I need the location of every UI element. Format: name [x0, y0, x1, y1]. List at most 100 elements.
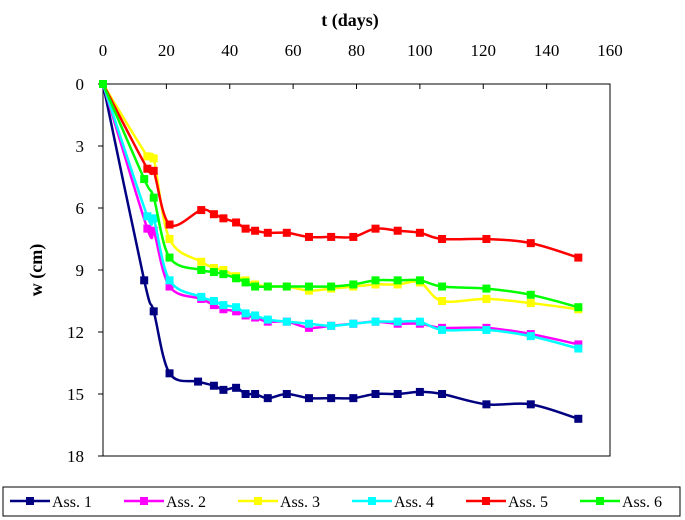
legend-swatch-marker	[368, 497, 376, 505]
legend-item: Ass. 5	[466, 494, 548, 511]
data-point	[219, 385, 228, 394]
series-line	[101, 83, 579, 309]
data-point	[209, 381, 218, 390]
data-point	[197, 266, 206, 274]
data-point	[149, 154, 158, 163]
data-point	[393, 317, 402, 326]
y-tick-label: 18	[67, 447, 84, 466]
data-point	[349, 394, 358, 403]
data-point	[393, 280, 402, 289]
data-point	[263, 394, 272, 403]
data-point	[149, 214, 158, 223]
data-point	[143, 212, 152, 221]
data-point	[282, 282, 291, 291]
data-point	[526, 299, 535, 308]
data-point	[165, 253, 174, 262]
series-layer	[99, 80, 583, 423]
x-tick-label: 0	[99, 41, 108, 60]
series-line	[101, 83, 579, 346]
data-point	[349, 319, 358, 328]
legend-item: Ass. 4	[352, 494, 434, 511]
y-tick-label: 9	[76, 261, 85, 280]
data-point	[197, 206, 206, 215]
data-point	[143, 164, 152, 173]
data-point	[438, 325, 447, 334]
data-point	[482, 325, 491, 334]
legend-swatch-marker	[140, 497, 148, 505]
data-point	[304, 323, 313, 332]
data-point	[371, 276, 380, 285]
data-point	[165, 220, 174, 229]
data-point	[438, 235, 447, 243]
data-point	[232, 383, 241, 392]
data-point	[232, 218, 241, 227]
data-point	[415, 276, 424, 285]
x-tick-label: 20	[158, 41, 175, 60]
data-point	[197, 292, 206, 301]
data-point	[143, 152, 152, 161]
data-point	[526, 239, 535, 248]
series-5	[99, 80, 583, 262]
legend-label: Ass. 4	[394, 494, 434, 511]
data-point	[241, 278, 250, 287]
data-point	[438, 282, 447, 291]
series-line	[101, 83, 579, 259]
data-point	[143, 224, 152, 233]
series-1	[99, 80, 583, 423]
x-tick-label: 120	[471, 41, 497, 60]
data-point	[197, 257, 206, 266]
data-point	[209, 268, 218, 277]
series-line	[101, 83, 579, 420]
data-point	[327, 232, 336, 241]
y-tick-label: 15	[67, 385, 84, 404]
data-point	[327, 394, 336, 403]
y-tick-label: 12	[67, 323, 84, 342]
data-point	[209, 301, 218, 310]
legend-item: Ass. 1	[10, 494, 92, 511]
data-point	[209, 210, 218, 219]
data-point	[371, 317, 380, 326]
data-point	[574, 303, 583, 312]
data-point	[349, 232, 358, 241]
data-point	[241, 309, 250, 318]
data-point	[282, 317, 291, 326]
data-point	[251, 282, 260, 291]
legend: Ass. 1 Ass. 2 Ass. 3 Ass. 4 Ass. 5 Ass. 6	[10, 494, 662, 511]
data-point	[304, 319, 313, 328]
y-tick-label: 3	[76, 137, 85, 156]
data-point	[282, 390, 291, 398]
data-point	[304, 232, 313, 241]
data-point	[149, 166, 158, 175]
data-point	[140, 276, 149, 285]
data-point	[232, 307, 241, 316]
legend-swatch-marker	[482, 497, 490, 505]
data-point	[371, 224, 380, 233]
legend-item: Ass. 6	[580, 494, 662, 511]
x-tick-label: 100	[407, 41, 433, 60]
data-point	[219, 305, 228, 314]
series-2	[99, 80, 583, 349]
legend-label: Ass. 3	[280, 494, 320, 511]
series-6	[99, 80, 583, 312]
data-point	[149, 307, 158, 316]
data-point	[327, 282, 336, 291]
data-point	[263, 282, 272, 291]
data-point	[241, 390, 250, 398]
data-point	[140, 175, 149, 184]
data-point	[194, 377, 203, 386]
data-point	[482, 235, 491, 243]
legend-box	[2, 486, 681, 517]
data-point	[165, 235, 174, 243]
y-tick-label: 6	[76, 199, 85, 218]
y-tick-label: 0	[76, 75, 85, 94]
data-point	[209, 263, 218, 272]
data-point	[263, 315, 272, 324]
legend-label: Ass. 2	[166, 494, 206, 511]
series-line	[101, 83, 579, 311]
data-point	[251, 390, 260, 398]
data-point	[349, 280, 358, 289]
data-point	[438, 297, 447, 305]
data-point	[393, 276, 402, 285]
data-point	[251, 226, 260, 235]
x-axis: 0 20 40 60 80 100 120 140 160	[99, 41, 623, 89]
